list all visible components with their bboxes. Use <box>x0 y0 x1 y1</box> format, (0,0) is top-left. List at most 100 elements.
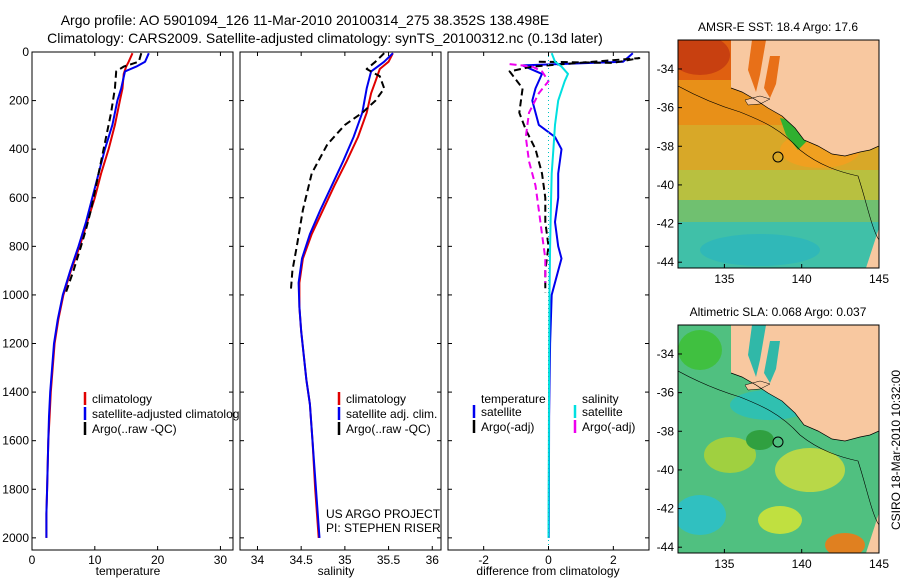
x-tick-label: 20 <box>151 553 165 567</box>
sla-map-panel: Altimetric SLA: 0.068 Argo: 0.037 135 140… <box>657 305 890 571</box>
map-y-tick-label: -38 <box>657 139 675 153</box>
sla-map-ticks: 135 140 145 -34 -36 -38 -40 -42 -44 <box>657 347 890 571</box>
sst-coastline <box>730 87 879 157</box>
temperature-legend: climatology satellite-adjusted climatolo… <box>83 392 245 436</box>
sst-map-title: AMSR-E SST: 18.4 Argo: 17.6 <box>698 20 858 34</box>
series-line-difference-temperature-satellite <box>521 52 634 538</box>
map-y-tick-label: -40 <box>657 463 675 477</box>
map-x-tick-label: 140 <box>792 557 812 571</box>
series-line-difference-salinity-satellite <box>547 52 569 538</box>
sla-patch-8 <box>746 430 774 450</box>
map-y-tick-label: -38 <box>657 424 675 438</box>
map-y-tick-label: -40 <box>657 178 675 192</box>
map-x-tick-label: 145 <box>869 557 889 571</box>
series-line-difference-salinity-argo-adj- <box>509 63 550 283</box>
sla-float-marker <box>772 436 784 448</box>
x-tick-label: 0 <box>29 553 36 567</box>
temperature-axes-box <box>31 51 234 551</box>
sla-patch-1 <box>678 330 722 370</box>
sst-tasmania-tip <box>866 228 879 268</box>
x-tick-label: 2 <box>610 553 617 567</box>
legend-argo-label: Argo(..raw -QC) <box>346 422 431 436</box>
y-tick-label: 400 <box>9 142 29 156</box>
sst-cool-patch <box>700 234 820 266</box>
legend-temperature-title: temperature <box>481 392 546 406</box>
legend-argo-label: Argo(..raw -QC) <box>92 422 177 436</box>
sla-gulf-2 <box>764 341 780 383</box>
temperature-series-group <box>45 52 150 538</box>
sla-gulf <box>748 325 766 377</box>
x-tick-label: 35 <box>338 553 352 567</box>
series-line-temperature-satellite-adjusted-climatology <box>45 52 150 538</box>
legend-temp-satellite-label: satellite <box>481 405 522 419</box>
x-tick-label: 34 <box>251 553 265 567</box>
legend-satellite-label: satellite adj. clim. <box>346 407 437 421</box>
sla-patch-6 <box>825 533 865 553</box>
sst-map-frame <box>677 39 880 269</box>
sla-shelf-contour <box>678 370 879 526</box>
x-tick-label: 36 <box>426 553 440 567</box>
sst-map-ticks: 135 140 145 -34 -36 -38 -40 -42 -44 <box>657 62 890 286</box>
map-y-tick-label: -34 <box>657 62 675 76</box>
y-tick-label: 200 <box>9 94 29 108</box>
pi-annotation: PI: STEPHEN RISER <box>326 521 441 535</box>
legend-climatology-label: climatology <box>92 392 152 406</box>
sla-patch-5 <box>678 495 726 535</box>
map-y-tick-label: -42 <box>657 502 675 516</box>
map-y-tick-label: -36 <box>657 101 675 115</box>
map-x-tick-label: 135 <box>714 272 734 286</box>
temperature-ticks: 0 10 20 30 0 200 400 600 800 1000 1200 1400 1600 1800… <box>2 45 233 567</box>
x-tick-label: 0 <box>545 553 552 567</box>
temperature-panel: 0 10 20 30 0 200 400 600 800 1000 1200 1400 1600 1800… <box>2 45 245 578</box>
legend-sal-argo-label: Argo(-adj) <box>582 420 635 434</box>
salinity-panel: 34 34.5 35 35.5 36 salinity climatology sate… <box>239 51 442 578</box>
legend-temp-argo-label: Argo(-adj) <box>481 420 534 434</box>
temperature-xlabel: temperature <box>96 564 161 578</box>
salinity-ticks: 34 34.5 35 35.5 36 <box>240 51 441 567</box>
x-tick-label: 34.5 <box>289 553 313 567</box>
sst-kangaroo-island <box>744 95 771 106</box>
y-tick-label: 800 <box>9 239 29 253</box>
sst-gulf <box>748 40 766 92</box>
y-tick-label: 1200 <box>2 337 29 351</box>
sst-shelf-contour <box>678 85 879 241</box>
sla-kangaroo-island <box>744 380 771 391</box>
salinity-axes-box <box>239 51 442 551</box>
map-x-tick-label: 135 <box>714 557 734 571</box>
credit-stamp: CSIRO 18-Mar-2010 10:32:00 <box>889 369 900 530</box>
legend-salinity-title: salinity <box>582 392 619 406</box>
y-tick-label: 600 <box>9 191 29 205</box>
salinity-legend: climatology satellite adj. clim. Argo(..… <box>337 392 437 436</box>
legend-sal-satellite-label: satellite <box>582 405 623 419</box>
y-tick-label: 0 <box>22 45 29 59</box>
difference-ticks: -2 0 2 <box>448 51 649 567</box>
y-tick-label: 1400 <box>2 385 29 399</box>
y-tick-label: 1000 <box>2 288 29 302</box>
figure-title-line2: Climatology: CARS2009. Satellite-adjuste… <box>47 30 603 46</box>
sla-tasmania-tip <box>866 513 879 553</box>
series-line-temperature-argo-raw-qc- <box>64 52 143 293</box>
series-line-salinity-satellite-adj-clim- <box>297 52 394 538</box>
sla-map-field <box>678 325 879 553</box>
map-y-tick-label: -42 <box>657 217 675 231</box>
sst-map-panel: AMSR-E SST: 18.4 Argo: 17.6 135 140 145 -34… <box>657 20 890 286</box>
sla-patch-3 <box>704 437 756 473</box>
legend-satellite-label: satellite-adjusted climatology <box>92 407 245 421</box>
legend-climatology-label: climatology <box>346 392 406 406</box>
sst-gulf-2 <box>764 56 780 98</box>
sla-map-title: Altimetric SLA: 0.068 Argo: 0.037 <box>690 305 867 319</box>
sst-warm-patch <box>678 40 730 75</box>
map-x-tick-label: 145 <box>869 272 889 286</box>
y-tick-label: 2000 <box>2 531 29 545</box>
difference-series-group <box>508 52 641 550</box>
x-tick-label: 35.5 <box>377 553 401 567</box>
map-y-tick-label: -44 <box>657 540 675 554</box>
map-y-tick-label: -36 <box>657 386 675 400</box>
sla-map-frame <box>677 324 880 554</box>
sst-float-marker <box>772 151 784 163</box>
sla-patch-4 <box>775 448 845 492</box>
map-y-tick-label: -34 <box>657 347 675 361</box>
sst-map-field <box>678 40 879 268</box>
difference-panel: -2 0 2 difference from climatology tempera… <box>447 51 650 578</box>
